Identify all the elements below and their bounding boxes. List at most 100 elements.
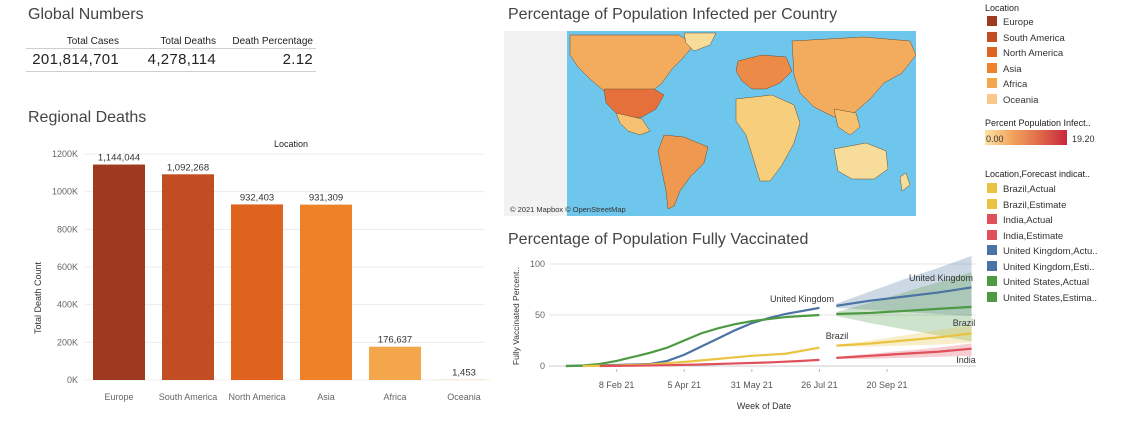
- legend-swatch: [987, 214, 997, 224]
- mexico: [615, 112, 651, 136]
- brazil-estimate-label: Brazil: [953, 318, 976, 328]
- legend-label: Brazil,Estimate: [1003, 199, 1067, 211]
- legend-swatch: [987, 276, 997, 286]
- bar-europe: [93, 164, 145, 380]
- legend-label: Brazil,Actual: [1003, 184, 1056, 195]
- india-label: India: [956, 355, 976, 365]
- x-tick-label: 5 Apr 21: [667, 380, 701, 390]
- y-tick-label: 100: [530, 259, 545, 269]
- legend-swatch: [987, 291, 997, 302]
- legend-item-africa[interactable]: Africa: [987, 78, 1027, 92]
- total-cases-header: Total Cases: [66, 36, 119, 47]
- legend-label: Oceania: [1003, 94, 1039, 106]
- x-tick-label: Africa: [383, 392, 406, 402]
- vaccination-title: Percentage of Population Fully Vaccinate…: [508, 231, 809, 248]
- bar-africa: [369, 346, 421, 380]
- total-cases-value: 201,814,701: [32, 51, 119, 68]
- y-tick-label: 0: [540, 361, 545, 371]
- legend-item-south-america[interactable]: South America: [987, 31, 1065, 46]
- bar-north-america: [231, 204, 283, 380]
- legend-item-europe[interactable]: Europe: [987, 16, 1034, 30]
- south-america: [657, 134, 709, 210]
- legend-swatch: [987, 198, 997, 209]
- table-divider-bottom: [26, 71, 316, 72]
- forecast-legend-item[interactable]: United States,Actual: [987, 276, 1089, 290]
- line-united-states-actual: [565, 313, 820, 368]
- forecast-legend-item[interactable]: India,Actual: [987, 214, 1053, 228]
- map-frame: © 2021 Mapbox © OpenStreetMap: [504, 31, 917, 216]
- forecast-legend-item[interactable]: India,Estimate: [987, 229, 1064, 244]
- line-united-states-estimate: [836, 305, 972, 316]
- bar-value-label: 932,403: [240, 192, 274, 203]
- legend-item-north-america[interactable]: North America: [987, 47, 1063, 61]
- y-tick-label: 50: [535, 310, 545, 320]
- europe: [735, 54, 793, 90]
- uk-estimate-label: United Kingdom: [909, 273, 973, 283]
- legend-label: India,Estimate: [1003, 230, 1064, 242]
- legend-item-oceania[interactable]: Oceania: [987, 93, 1039, 108]
- legend-swatch: [987, 62, 997, 73]
- x-tick-label: South America: [159, 392, 218, 402]
- greenland: [683, 32, 717, 52]
- forecast-legend-item[interactable]: Brazil,Actual: [987, 183, 1056, 197]
- y-tick-label: 400K: [57, 300, 78, 310]
- vacc-x-axis-title: Week of Date: [737, 401, 791, 411]
- regional-deaths-chart: Location 0K 200K 400K 600K 800K 1000K 1200K 1,…: [33, 139, 490, 402]
- percent-legend-title: Percent Population Infect..: [985, 118, 1091, 128]
- y-tick-label: 1200K: [52, 149, 78, 159]
- x-tick-label: 26 Jul 21: [801, 380, 838, 390]
- y-tick-label: 200K: [57, 337, 78, 347]
- legend-item-asia[interactable]: Asia: [987, 62, 1022, 77]
- new-zealand: [899, 172, 911, 192]
- regional-deaths-title: Regional Deaths: [28, 109, 147, 126]
- x-tick-label: 8 Feb 21: [599, 380, 635, 390]
- southeast-asia: [833, 108, 861, 136]
- y-axis-title: Total Death Count: [33, 261, 43, 334]
- legend-swatch: [987, 47, 997, 57]
- bar-south-america: [162, 174, 214, 380]
- x-tick-label: 31 May 21: [731, 380, 773, 390]
- y-tick-label: 600K: [57, 262, 78, 272]
- forecast-legend-item[interactable]: United States,Estima..: [987, 291, 1097, 306]
- uk-actual-label: United Kingdom: [770, 294, 834, 304]
- line-brazil-actual: [582, 346, 820, 368]
- brazil-actual-label: Brazil: [826, 331, 849, 341]
- line-united-kingdom-estimate: [836, 286, 972, 307]
- legend-swatch: [987, 78, 997, 88]
- bar-value-label: 1,453: [452, 368, 476, 379]
- infection-map: © 2021 Mapbox © OpenStreetMap: [510, 31, 917, 216]
- legend-swatch: [987, 183, 997, 193]
- forecast-legend-item[interactable]: United Kingdom,Actu..: [987, 245, 1098, 259]
- legend-label: North America: [1003, 48, 1064, 59]
- legend-label: Europe: [1003, 17, 1034, 28]
- map-title: Percentage of Population Infected per Co…: [508, 6, 838, 23]
- band-united-states: [836, 272, 972, 342]
- death-percentage-header: Death Percentage: [232, 36, 313, 47]
- percent-min-label: 0.00: [986, 134, 1004, 144]
- legend-label: Africa: [1003, 79, 1028, 90]
- total-deaths-value: 4,278,114: [147, 51, 216, 68]
- vacc-y-axis-title: Fully Vaccinated Percent..: [511, 267, 521, 365]
- asia: [791, 36, 917, 118]
- legend-swatch: [987, 229, 997, 240]
- forecast-legend-item[interactable]: United Kingdom,Esti..: [987, 260, 1095, 275]
- x-tick-label: Europe: [104, 392, 133, 402]
- legend-label: United States,Actual: [1003, 277, 1090, 288]
- united-states: [603, 88, 665, 120]
- legend-label: United States,Estima..: [1003, 292, 1097, 304]
- x-tick-label: North America: [228, 392, 285, 402]
- percent-max-label: 19.20: [1072, 134, 1095, 144]
- total-deaths-header: Total Deaths: [160, 36, 216, 47]
- legend-label: South America: [1003, 32, 1065, 44]
- line-brazil-estimate: [836, 332, 972, 347]
- forecast-legend-item[interactable]: Brazil,Estimate: [987, 198, 1067, 213]
- legend-label: United Kingdom,Esti..: [1003, 261, 1095, 273]
- global-numbers-title: Global Numbers: [28, 6, 144, 23]
- legend-label: United Kingdom,Actu..: [1003, 246, 1098, 257]
- table-divider: [26, 48, 316, 49]
- australia: [833, 142, 889, 180]
- percent-color-ramp: [985, 130, 1067, 145]
- y-tick-label: 1000K: [52, 187, 78, 197]
- y-tick-label: 800K: [57, 224, 78, 234]
- legend-label: Asia: [1003, 63, 1022, 75]
